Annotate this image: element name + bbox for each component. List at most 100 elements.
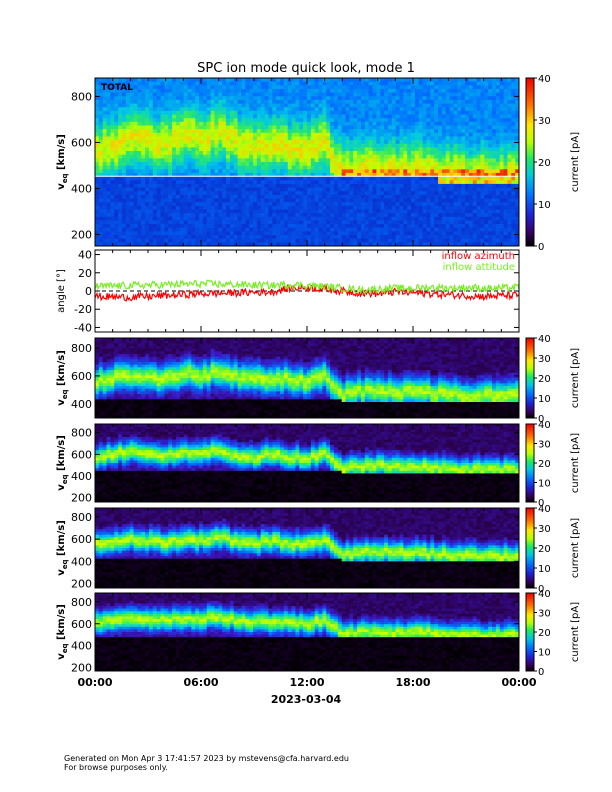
spectrogram-cell	[229, 169, 235, 174]
spectrogram-cell	[403, 103, 408, 108]
spectrogram-cell	[434, 78, 439, 83]
spectrogram-cell	[102, 235, 107, 240]
spectrogram-cell	[441, 143, 447, 148]
spectrogram-cell	[333, 209, 339, 214]
spectrogram-cell	[272, 191, 277, 196]
spectrogram-cell	[152, 140, 158, 145]
spectrogram-cell	[399, 154, 404, 159]
spectrogram-cell	[445, 198, 451, 203]
spectrogram-cell	[368, 121, 373, 126]
spectrogram-cell	[364, 172, 370, 178]
spectrogram-cell	[106, 180, 111, 185]
spectrogram-cell	[187, 121, 192, 126]
spectrogram-cell	[472, 165, 477, 170]
spectrogram-cell	[206, 180, 212, 185]
spectrogram-cell	[507, 172, 512, 178]
spectrogram-cell	[380, 132, 385, 137]
spectrogram-cell	[430, 85, 435, 90]
spectrogram-cell	[411, 96, 416, 101]
spectrogram-cell	[229, 209, 235, 214]
spectrogram-cell	[499, 194, 504, 199]
spectrogram-cell	[492, 136, 497, 141]
spectrogram-cell	[345, 132, 350, 137]
spectrogram-cell	[195, 110, 200, 115]
spectrogram-cell	[283, 242, 289, 247]
spectrogram-cell	[395, 172, 400, 178]
spectrogram-cell	[260, 176, 265, 181]
spectrogram-cell	[145, 129, 150, 134]
spectrogram-cell	[218, 136, 223, 141]
spectrogram-cell	[341, 227, 346, 232]
spectrogram-cell	[341, 151, 346, 156]
spectrogram-cell	[330, 81, 335, 86]
spectrogram-cell	[145, 183, 150, 188]
spectrogram-cell	[495, 103, 501, 108]
spectrogram-cell	[191, 151, 196, 156]
spectrogram-cell	[407, 172, 412, 178]
spectrogram-cell	[199, 165, 204, 170]
spectrogram-cell	[214, 172, 219, 178]
spectrogram-cell	[465, 242, 470, 247]
spectrogram-cell	[95, 118, 100, 123]
spectrogram-cell	[218, 216, 223, 221]
spectrogram-cell	[129, 187, 134, 192]
spectrogram-cell	[121, 110, 127, 115]
spectrogram-cell	[495, 213, 501, 218]
spectrogram-cell	[199, 125, 204, 130]
spectrogram-cell	[114, 136, 119, 141]
spectrogram-cell	[511, 81, 516, 86]
spectrogram-cell	[118, 176, 123, 181]
spectrogram-cell	[168, 169, 173, 174]
spectrogram-cell	[202, 165, 208, 170]
spectrogram-cell	[457, 140, 462, 145]
spectrogram-cell	[137, 187, 142, 192]
spectrogram-cell	[472, 194, 477, 199]
spectrogram-cell	[353, 180, 358, 185]
spectrogram-cell	[484, 136, 489, 141]
spectrogram-cell	[422, 103, 427, 108]
spectrogram-cell	[160, 227, 165, 232]
spectrogram-cell	[357, 172, 362, 178]
spectrogram-cell	[268, 180, 273, 185]
spectrogram-cell	[314, 227, 319, 232]
spectrogram-cell	[276, 169, 281, 174]
spectrogram-cell	[145, 81, 150, 86]
spectrogram-cell	[110, 191, 115, 196]
spectrogram-cell	[287, 81, 292, 86]
spectrogram-cell	[395, 85, 400, 90]
spectrogram-cell	[453, 103, 458, 108]
spectrogram-cell	[492, 143, 497, 148]
spectrogram-cell	[376, 187, 381, 192]
spectrogram-cell	[175, 96, 181, 101]
spectrogram-cell	[468, 165, 474, 170]
spectrogram-cell	[280, 151, 285, 156]
spectrogram-cell	[222, 103, 227, 108]
spectrogram-cell	[264, 187, 269, 192]
spectrogram-cell	[480, 114, 485, 119]
spectrogram-cell	[391, 169, 397, 174]
spectrogram-cell	[241, 92, 246, 97]
spectrogram-cell	[148, 140, 154, 145]
spectrogram-cell	[465, 213, 470, 218]
spectrogram-cell	[291, 107, 296, 112]
spectrogram-cell	[333, 140, 339, 145]
spectrogram-cell	[495, 227, 501, 232]
spectrogram-cell	[511, 114, 516, 119]
spectrogram-cell	[179, 154, 185, 159]
spectrogram-cell	[503, 172, 508, 178]
spectrogram-cell	[318, 238, 323, 243]
spectrogram-cell	[241, 132, 246, 137]
spectrogram-cell	[307, 172, 312, 178]
spectrogram-cell	[407, 224, 412, 229]
spectrogram-cell	[256, 176, 262, 181]
spectrogram-cell	[183, 165, 188, 170]
spectrogram-cell	[445, 121, 451, 126]
spectrogram-cell	[499, 209, 504, 214]
spectrogram-cell	[411, 191, 416, 196]
spectrogram-cell	[488, 235, 493, 240]
spectrogram-cell	[156, 121, 161, 126]
spectrogram-cell	[133, 191, 138, 196]
spectrogram-cell	[283, 187, 289, 192]
spectrogram-cell	[110, 110, 115, 115]
spectrogram-cell	[476, 191, 481, 196]
